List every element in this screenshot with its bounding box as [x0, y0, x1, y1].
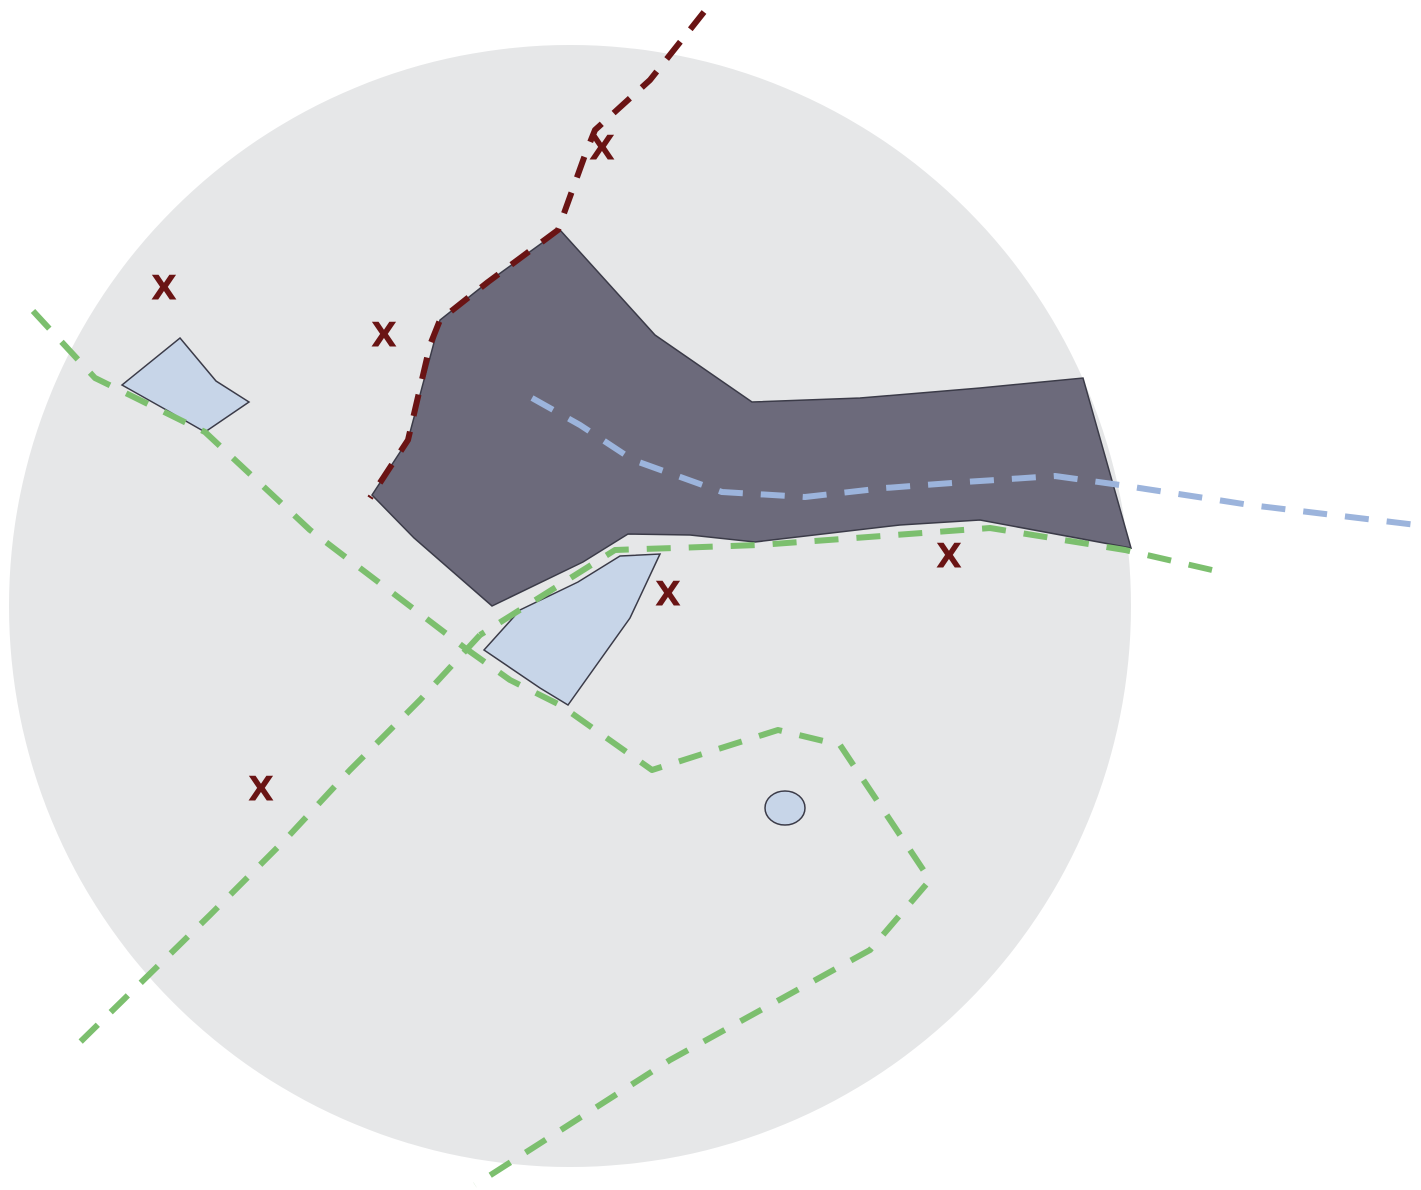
red-dashed-path	[367, 10, 707, 500]
green-dashed-path-east	[478, 525, 1213, 638]
blue-dashed-path	[530, 395, 1418, 528]
marker-x: X	[248, 770, 274, 810]
green-dashed-path-loop	[463, 645, 933, 1188]
green-dashed-path-west	[30, 308, 467, 651]
marker-x: X	[371, 316, 397, 356]
marker-x: X	[936, 537, 962, 577]
marker-x: X	[655, 575, 681, 615]
small-body-oval	[764, 790, 806, 826]
small-body-center	[482, 553, 662, 707]
green-dashed-path-southwest	[67, 632, 483, 1055]
marker-x: X	[589, 129, 615, 169]
marker-x: X	[151, 269, 177, 309]
